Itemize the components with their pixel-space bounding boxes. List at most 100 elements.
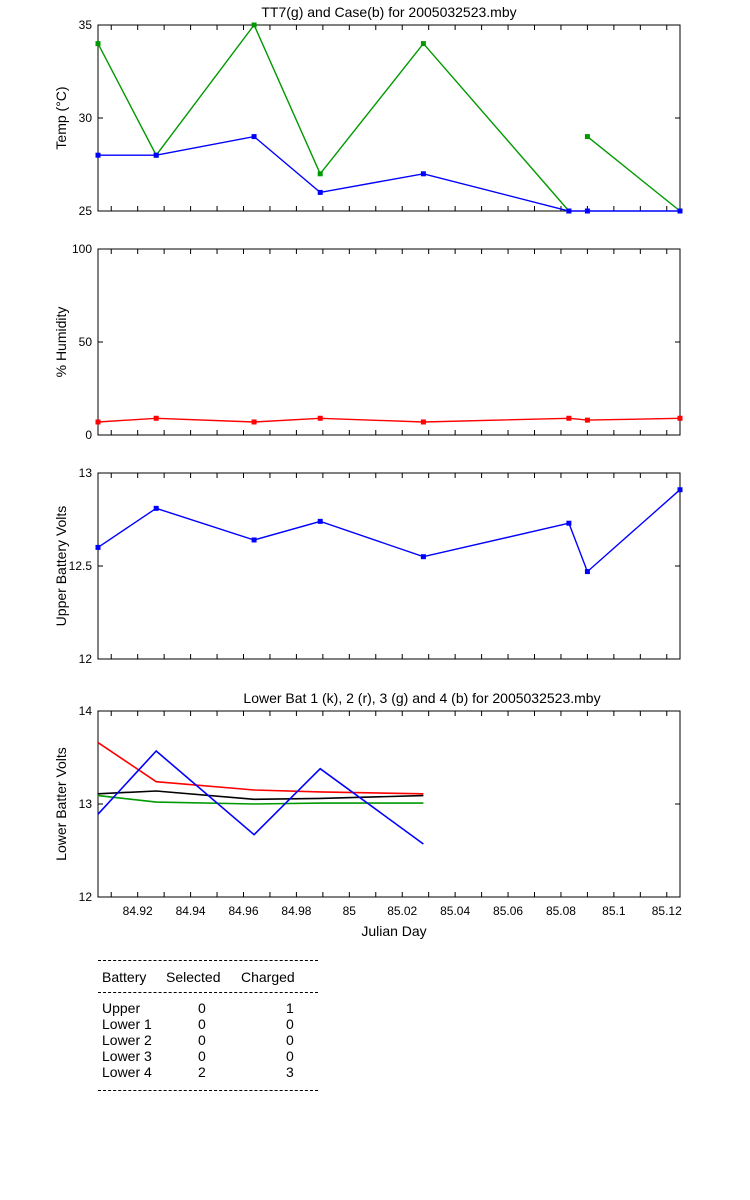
data-point [95, 544, 101, 550]
chart-panel: 25 30 35 TT7(g) and Case(b) for 2005032523.… [53, 4, 683, 218]
data-point [677, 208, 683, 214]
row-charged: 0 [286, 1032, 294, 1048]
row-selected: 0 [198, 1016, 206, 1032]
row-selected: 0 [198, 1048, 206, 1064]
series-line [586, 136, 681, 212]
x-tick-label: 84.92 [123, 904, 153, 918]
y-tick-label: 12 [79, 890, 93, 904]
data-point [677, 415, 683, 421]
data-point [584, 569, 590, 575]
row-charged: 0 [286, 1048, 294, 1064]
table-row: Lower 4 2 3 [98, 1064, 318, 1080]
plot-frame [97, 710, 681, 898]
data-point [153, 505, 159, 511]
table-rule-mid [98, 992, 318, 993]
y-axis-label: Lower Batter Volts [53, 747, 69, 861]
x-tick-label: 84.98 [281, 904, 311, 918]
series-line [97, 489, 681, 573]
row-charged: 3 [286, 1064, 294, 1080]
table-row: Upper 0 1 [98, 1000, 318, 1016]
data-point [584, 208, 590, 214]
chart-panel: 12 13 14 84.92 84.94 84.96 84.98 85 85.02 85.04 85… [53, 690, 682, 939]
y-tick-label: 13 [79, 466, 93, 480]
battery-table: Battery Selected Charged Upper 0 1 Lower… [98, 960, 318, 1091]
series-line [98, 135, 680, 212]
x-tick-label: 85.02 [387, 904, 417, 918]
row-selected: 0 [198, 1000, 206, 1016]
chart-title: TT7(g) and Case(b) for 2005032523.mby [261, 4, 516, 20]
data-point [584, 417, 590, 423]
x-tick-label: 85.04 [440, 904, 470, 918]
x-tick-label: 85.08 [546, 904, 576, 918]
table-rule-top [98, 960, 318, 961]
chart-panel: 0 50 100 % Humidity [53, 242, 683, 442]
chart-title: Lower Bat 1 (k), 2 (r), 3 (g) and 4 (b) … [243, 690, 600, 706]
x-axis-label: Julian Day [361, 923, 426, 939]
y-tick-label: 0 [85, 428, 92, 442]
row-battery: Lower 3 [102, 1048, 152, 1064]
y-tick-label: 50 [79, 335, 93, 349]
row-selected: 2 [198, 1064, 206, 1080]
series-line [97, 749, 424, 845]
data-point [251, 134, 257, 140]
y-tick-label: 30 [79, 111, 93, 125]
plot-frame [97, 248, 681, 436]
series-line [97, 23, 570, 212]
y-tick-label: 100 [72, 242, 92, 256]
row-battery: Lower 1 [102, 1016, 152, 1032]
data-point [420, 41, 426, 47]
data-point [95, 152, 101, 158]
chart-panel: 12 12.5 13 Upper Battery Volts [53, 466, 683, 666]
data-point [251, 537, 257, 543]
data-point [566, 208, 572, 214]
data-point [251, 419, 257, 425]
series-line [97, 417, 681, 423]
x-tick-label: 84.96 [228, 904, 258, 918]
header-selected: Selected [166, 969, 221, 985]
x-tick-label: 85.06 [493, 904, 523, 918]
y-tick-label: 12.5 [69, 559, 93, 573]
x-tick-label: 85.1 [602, 904, 626, 918]
y-tick-label: 12 [79, 652, 93, 666]
y-axis-label: % Humidity [53, 307, 69, 378]
data-point [95, 41, 101, 47]
data-point [566, 520, 572, 526]
x-tick-label: 85.12 [652, 904, 682, 918]
header-charged: Charged [241, 969, 295, 985]
row-selected: 0 [198, 1032, 206, 1048]
data-point [317, 518, 323, 524]
series-line [97, 741, 424, 795]
table-row: Lower 1 0 0 [98, 1016, 318, 1032]
table-row: Lower 2 0 0 [98, 1032, 318, 1048]
plot-frame [97, 24, 681, 212]
series-line [97, 790, 424, 801]
data-point [317, 171, 323, 177]
table-header-row: Battery Selected Charged [98, 962, 318, 992]
data-point [677, 487, 683, 493]
row-charged: 0 [286, 1016, 294, 1032]
data-point [95, 419, 101, 425]
data-point [251, 22, 257, 28]
data-point [566, 415, 572, 421]
y-tick-label: 25 [79, 204, 93, 218]
y-tick-label: 13 [79, 797, 93, 811]
data-point [420, 554, 426, 560]
table-rule-bottom [98, 1090, 318, 1091]
data-point [317, 189, 323, 195]
y-axis-label: Temp (°C) [53, 86, 69, 149]
x-tick-label: 84.94 [176, 904, 206, 918]
y-axis-label: Upper Battery Volts [53, 506, 69, 627]
table-row: Lower 3 0 0 [98, 1048, 318, 1064]
row-battery: Lower 4 [102, 1064, 152, 1080]
y-tick-label: 14 [79, 704, 93, 718]
data-point [153, 415, 159, 421]
data-point [420, 419, 426, 425]
row-battery: Upper [102, 1000, 141, 1016]
y-tick-label: 35 [79, 18, 93, 32]
data-point [420, 171, 426, 177]
data-point [317, 415, 323, 421]
row-charged: 1 [286, 1000, 294, 1016]
series-line [97, 794, 424, 805]
data-point [584, 134, 590, 140]
